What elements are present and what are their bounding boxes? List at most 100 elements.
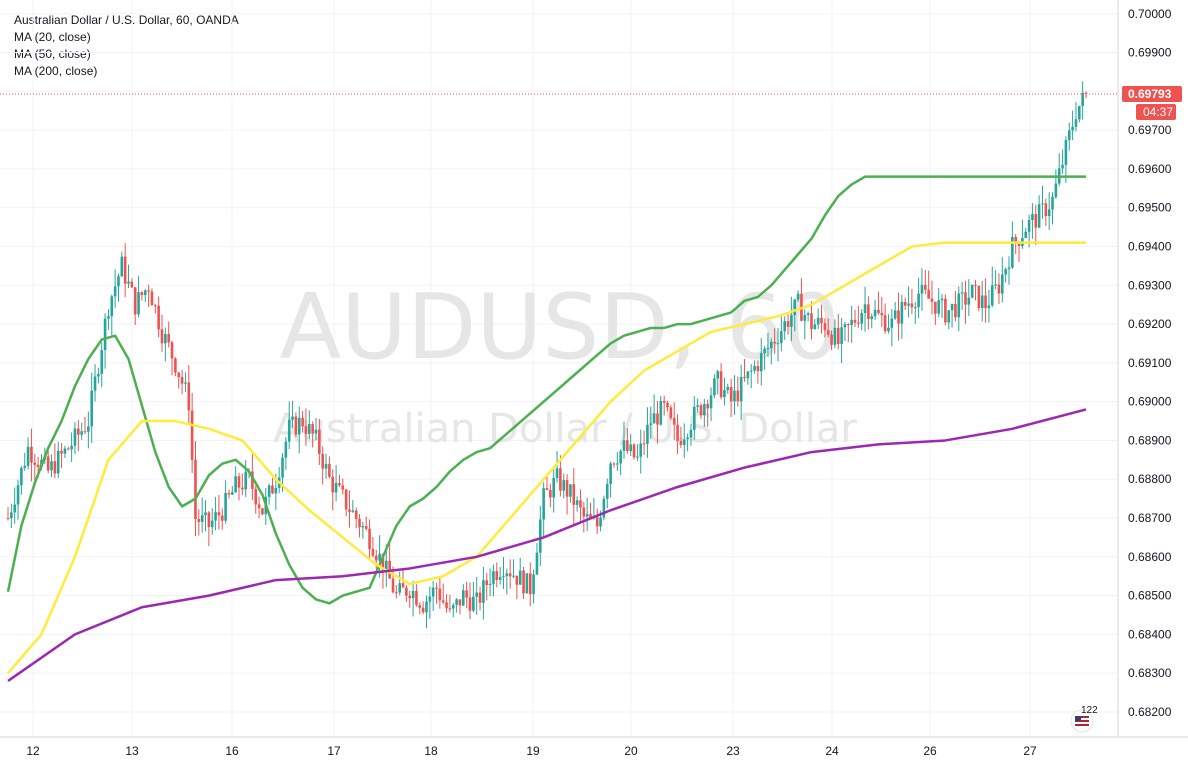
candle-body: [468, 597, 472, 611]
candle-body: [428, 596, 432, 602]
candle-body: [435, 587, 438, 589]
candle-body: [616, 463, 619, 465]
candle-body: [826, 330, 830, 335]
candle-body: [381, 553, 385, 573]
time-tick-label: 18: [424, 744, 438, 758]
candle-body: [689, 429, 693, 438]
candle-body: [569, 484, 572, 497]
candle-body: [368, 528, 371, 550]
candle-body: [405, 587, 408, 596]
candle-body: [174, 358, 177, 373]
candle-body: [418, 605, 422, 608]
candle-body: [539, 519, 542, 553]
candle-body: [177, 372, 181, 378]
candle-body: [709, 395, 713, 409]
price-tick-label: 0.69900: [1128, 46, 1172, 60]
candle-body: [833, 327, 837, 345]
candle-body: [261, 508, 264, 515]
candle-body: [1051, 196, 1054, 210]
legend-ma200[interactable]: MA (200, close): [14, 64, 98, 78]
price-tick-label: 0.68600: [1128, 550, 1172, 564]
candle-body: [927, 289, 930, 299]
candle-body: [528, 573, 532, 595]
candle-body: [123, 256, 127, 284]
candle-body: [16, 485, 20, 505]
candle-body: [107, 316, 110, 319]
candle-body: [395, 592, 398, 594]
candle-body: [425, 601, 428, 613]
candle-body: [790, 315, 793, 327]
candle-body: [244, 471, 247, 490]
price-tick-label: 0.68200: [1128, 705, 1172, 719]
candle-body: [87, 426, 90, 432]
candle-body: [130, 281, 134, 288]
candle-body: [314, 429, 318, 434]
watermark-symbol: AUDUSD, 60: [280, 275, 841, 380]
candle-body: [93, 376, 97, 391]
candle-body: [1001, 274, 1004, 294]
candle-body: [328, 463, 331, 477]
candle-body: [525, 573, 529, 594]
candle-body: [766, 348, 770, 350]
price-tick-label: 0.68900: [1128, 433, 1172, 447]
candle-body: [371, 549, 375, 556]
candle-body: [301, 417, 304, 427]
candle-body: [338, 483, 341, 486]
candle-body: [1061, 164, 1064, 169]
candle-body: [686, 437, 689, 440]
candle-body: [421, 607, 425, 613]
candle-body: [749, 370, 753, 372]
candle-body: [110, 296, 114, 317]
candle-body: [251, 471, 254, 489]
candle-body: [957, 293, 961, 318]
candle-body: [803, 315, 807, 321]
candle-body: [994, 284, 997, 286]
candle-body: [877, 309, 880, 313]
candle-body: [73, 428, 77, 446]
candle-body: [823, 323, 827, 331]
candle-body: [950, 303, 954, 311]
candle-body: [1074, 119, 1078, 127]
candle-body: [990, 285, 994, 306]
ma-line-20: [6, 175, 1086, 605]
candle-body: [475, 592, 478, 597]
candle-body: [1081, 92, 1084, 106]
flag-icon-stripes: [1075, 716, 1089, 726]
candle-body: [358, 518, 361, 528]
price-tick-label: 0.69400: [1128, 239, 1172, 253]
candle-body: [980, 295, 984, 309]
candle-body: [331, 476, 335, 493]
candle-body: [281, 457, 284, 478]
flag-badge[interactable]: 122: [1070, 705, 1098, 733]
candle-body: [873, 309, 877, 317]
candle-body: [836, 327, 840, 345]
candle-body: [36, 464, 40, 468]
candle-body: [361, 526, 365, 528]
time-tick-label: 24: [825, 744, 839, 758]
candle-body: [1064, 140, 1068, 165]
candle-body: [974, 284, 977, 286]
candle-body: [729, 387, 733, 402]
candle-body: [33, 462, 37, 465]
candle-body: [154, 305, 157, 307]
candle-body: [334, 483, 338, 493]
candle-body: [257, 504, 261, 509]
candle-body: [311, 423, 314, 434]
candle-body: [867, 304, 870, 320]
candle-body: [498, 577, 502, 580]
candle-body: [217, 512, 221, 516]
candle-body: [455, 599, 458, 605]
candle-body: [143, 290, 147, 296]
price-tick-label: 0.68400: [1128, 627, 1172, 641]
candle-body: [947, 310, 951, 323]
candle-body: [127, 281, 130, 284]
candle-body: [184, 382, 187, 384]
candle-body: [1037, 204, 1041, 228]
candle-body: [164, 334, 167, 344]
time-axis[interactable]: 12 13 16 17 18 19 20 23 24 26 27: [26, 744, 1037, 758]
price-axis[interactable]: 0.700000.699000.698000.697000.696000.695…: [1128, 7, 1172, 719]
candle-body: [344, 489, 348, 510]
candle-body: [1007, 267, 1011, 270]
candle-body: [1078, 105, 1081, 120]
